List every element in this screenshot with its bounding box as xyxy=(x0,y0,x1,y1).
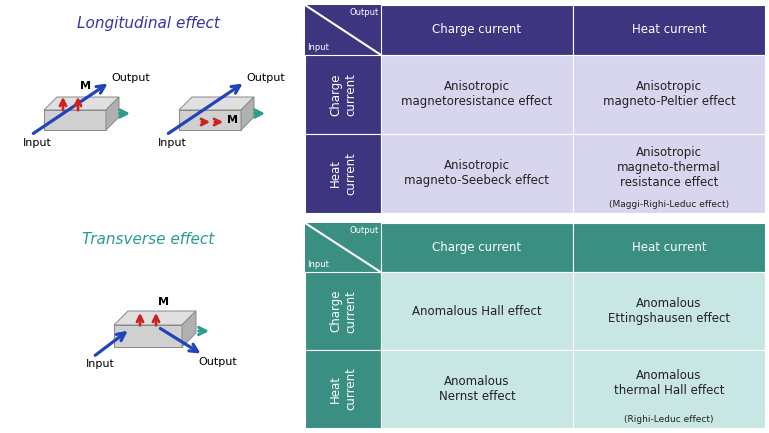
Bar xyxy=(573,272,765,350)
Text: Heat current: Heat current xyxy=(631,241,706,254)
Bar xyxy=(573,223,765,272)
Bar xyxy=(381,350,573,428)
Bar xyxy=(305,5,381,55)
Text: Output: Output xyxy=(350,8,379,17)
Bar xyxy=(305,134,381,213)
Text: Transverse effect: Transverse effect xyxy=(82,232,214,247)
Polygon shape xyxy=(179,97,254,110)
Text: Heat
current: Heat current xyxy=(329,368,357,410)
Text: M: M xyxy=(158,297,169,307)
Text: Charge current: Charge current xyxy=(432,23,521,36)
Text: (Maggi-Righi-Leduc effect): (Maggi-Righi-Leduc effect) xyxy=(609,200,729,210)
Text: Longitudinal effect: Longitudinal effect xyxy=(77,16,219,31)
Bar xyxy=(381,5,573,55)
Text: Heat current: Heat current xyxy=(631,23,706,36)
Polygon shape xyxy=(241,97,254,130)
Polygon shape xyxy=(114,325,182,347)
Text: Anisotropic
magnetoresistance effect: Anisotropic magnetoresistance effect xyxy=(401,81,553,108)
Bar xyxy=(573,55,765,134)
Bar xyxy=(381,272,573,350)
Bar xyxy=(305,55,381,134)
Text: Output: Output xyxy=(111,73,150,83)
Text: Input: Input xyxy=(23,138,52,148)
Bar xyxy=(305,272,381,350)
Bar xyxy=(381,134,573,213)
Text: M: M xyxy=(227,115,238,125)
Bar xyxy=(381,223,573,272)
Polygon shape xyxy=(179,110,241,130)
Text: Output: Output xyxy=(198,357,237,367)
Polygon shape xyxy=(44,110,106,130)
Text: (Righi-Leduc effect): (Righi-Leduc effect) xyxy=(624,416,714,424)
Text: Input: Input xyxy=(307,260,329,269)
Bar xyxy=(573,350,765,428)
Text: Anisotropic
magneto-Seebeck effect: Anisotropic magneto-Seebeck effect xyxy=(404,159,549,187)
Text: Anisotropic
magneto-Peltier effect: Anisotropic magneto-Peltier effect xyxy=(603,81,735,108)
Bar xyxy=(573,5,765,55)
Bar xyxy=(381,55,573,134)
Text: Anomalous
Ettingshausen effect: Anomalous Ettingshausen effect xyxy=(608,297,730,325)
Text: Charge
current: Charge current xyxy=(329,290,357,333)
Text: Charge
current: Charge current xyxy=(329,73,357,116)
Polygon shape xyxy=(44,97,119,110)
Text: Anisotropic
magneto-thermal
resistance effect: Anisotropic magneto-thermal resistance e… xyxy=(617,146,721,189)
Bar xyxy=(305,350,381,428)
Text: Output: Output xyxy=(246,73,285,83)
Bar xyxy=(305,223,381,272)
Text: Heat
current: Heat current xyxy=(329,152,357,195)
Text: Charge current: Charge current xyxy=(432,241,521,254)
Text: Anomalous Hall effect: Anomalous Hall effect xyxy=(412,305,541,318)
Text: Anomalous
Nernst effect: Anomalous Nernst effect xyxy=(438,375,515,403)
Text: Anomalous
thermal Hall effect: Anomalous thermal Hall effect xyxy=(614,369,724,397)
Text: Output: Output xyxy=(350,226,379,235)
Polygon shape xyxy=(106,97,119,130)
Text: Input: Input xyxy=(86,359,115,369)
Text: M: M xyxy=(80,81,91,91)
Bar xyxy=(573,134,765,213)
Text: Input: Input xyxy=(307,43,329,52)
Polygon shape xyxy=(114,311,196,325)
Text: Input: Input xyxy=(158,138,187,148)
Polygon shape xyxy=(182,311,196,347)
